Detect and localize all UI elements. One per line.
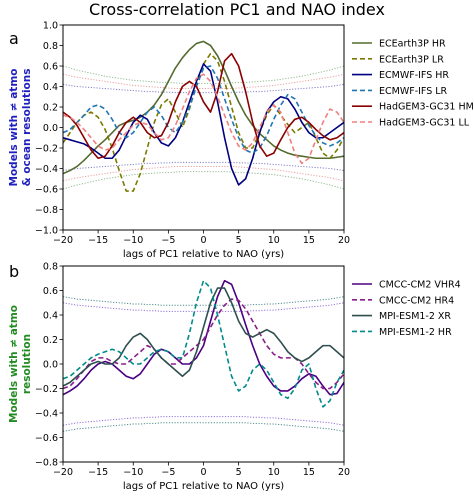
panel-label: b — [9, 262, 19, 281]
y-tick-label: −1.0 — [35, 225, 58, 236]
significance-line — [63, 171, 344, 190]
legend-entry: ECMWF-IFS HR — [379, 70, 449, 81]
y-tick-label: −0.2 — [35, 384, 58, 395]
y-tick-label: 0.6 — [43, 286, 58, 297]
series-line — [63, 73, 344, 165]
x-tick-label: 15 — [303, 467, 315, 478]
panel-b: −20 −15 −10 −5 0 5 10 15 20 −0.8 −0.6 −0.4 −0.2 0.0 0.… — [8, 261, 461, 492]
figure-title: Cross-correlation PC1 and NAO index — [89, 0, 385, 19]
y-tick-label: 0.4 — [43, 82, 58, 93]
significance-line — [63, 416, 344, 426]
series-line — [63, 65, 344, 154]
y-tick-label: −0.8 — [35, 205, 58, 216]
x-axis-label: lags of PC1 relative to NAO (yrs) — [123, 249, 284, 260]
x-tick-label: 5 — [236, 235, 242, 246]
y-tick-label: 0.8 — [43, 41, 58, 52]
x-tick-label: −5 — [161, 235, 175, 246]
legend-entry: HadGEM3-GC31 LL — [379, 118, 470, 129]
x-tick-label: −5 — [161, 467, 175, 478]
x-tick-label: −10 — [123, 235, 143, 246]
plot-frame — [62, 24, 345, 231]
x-tick-label: 10 — [268, 235, 280, 246]
y-tick-label: −0.6 — [35, 184, 58, 195]
x-tick-label: 20 — [338, 235, 350, 246]
y-tick-label: −0.2 — [35, 143, 58, 154]
legend-entry: CMCC-CM2 VHR4 — [379, 280, 461, 291]
x-tick-label: 20 — [338, 467, 350, 478]
legend-entry: HadGEM3-GC31 HM — [379, 102, 474, 113]
significance-line — [63, 73, 344, 90]
legend-entry: CMCC-CM2 HR4 — [379, 295, 454, 306]
y-axis-label: resolution — [21, 334, 33, 394]
x-tick-label: −20 — [53, 467, 73, 478]
x-tick-label: 5 — [236, 467, 242, 478]
x-axis-label: lags of PC1 relative to NAO (yrs) — [123, 481, 284, 492]
panel-a: −20 −15 −10 −5 0 5 10 15 20 −1.0 −0.8 −0.6 −0.4 −0.2 0… — [8, 20, 474, 260]
panel-label: a — [9, 29, 19, 48]
significance-line — [63, 165, 344, 182]
significance-line — [63, 83, 344, 94]
x-tick-label: −20 — [53, 235, 73, 246]
legend-entry: ECMWF-IFS LR — [379, 86, 448, 97]
significance-line — [63, 65, 344, 84]
series-line — [63, 40, 344, 175]
y-tick-label: 0.8 — [43, 261, 58, 272]
x-tick-label: −10 — [123, 467, 143, 478]
y-tick-label: −0.8 — [35, 457, 58, 468]
y-tick-label: 1.0 — [43, 20, 58, 31]
y-tick-label: 0.6 — [43, 61, 58, 72]
y-tick-label: −0.4 — [35, 164, 58, 175]
y-axis-label: Models with ≠ atmo — [8, 69, 20, 187]
y-axis-label: Models with ≠ atmo — [8, 305, 20, 423]
y-axis-label: & ocean resolutions — [21, 69, 33, 187]
significance-line — [63, 296, 344, 306]
significance-line — [63, 161, 344, 172]
x-tick-label: 10 — [268, 467, 280, 478]
legend-entry: ECEarth3P LR — [379, 54, 444, 65]
y-tick-label: 0.0 — [43, 123, 58, 134]
y-tick-label: 0.4 — [43, 310, 58, 321]
significance-line — [63, 422, 344, 432]
legend-entry: ECEarth3P HR — [379, 39, 446, 50]
x-tick-label: 15 — [303, 235, 315, 246]
legend-entry: MPI-ESM1-2 XR — [379, 311, 451, 322]
y-tick-label: 0.0 — [43, 359, 58, 370]
y-tick-label: 0.2 — [43, 335, 58, 346]
series-line — [63, 287, 344, 387]
y-tick-label: 0.2 — [43, 102, 58, 113]
series-line — [63, 63, 344, 186]
x-tick-label: 0 — [200, 235, 206, 246]
series-line — [63, 279, 344, 396]
y-tick-label: −0.4 — [35, 408, 58, 419]
legend-entry: MPI-ESM1-2 HR — [379, 327, 452, 338]
x-tick-label: −15 — [88, 235, 108, 246]
x-tick-label: −15 — [88, 467, 108, 478]
y-tick-label: −0.6 — [35, 433, 58, 444]
significance-line — [63, 302, 344, 312]
x-tick-label: 0 — [200, 467, 206, 478]
